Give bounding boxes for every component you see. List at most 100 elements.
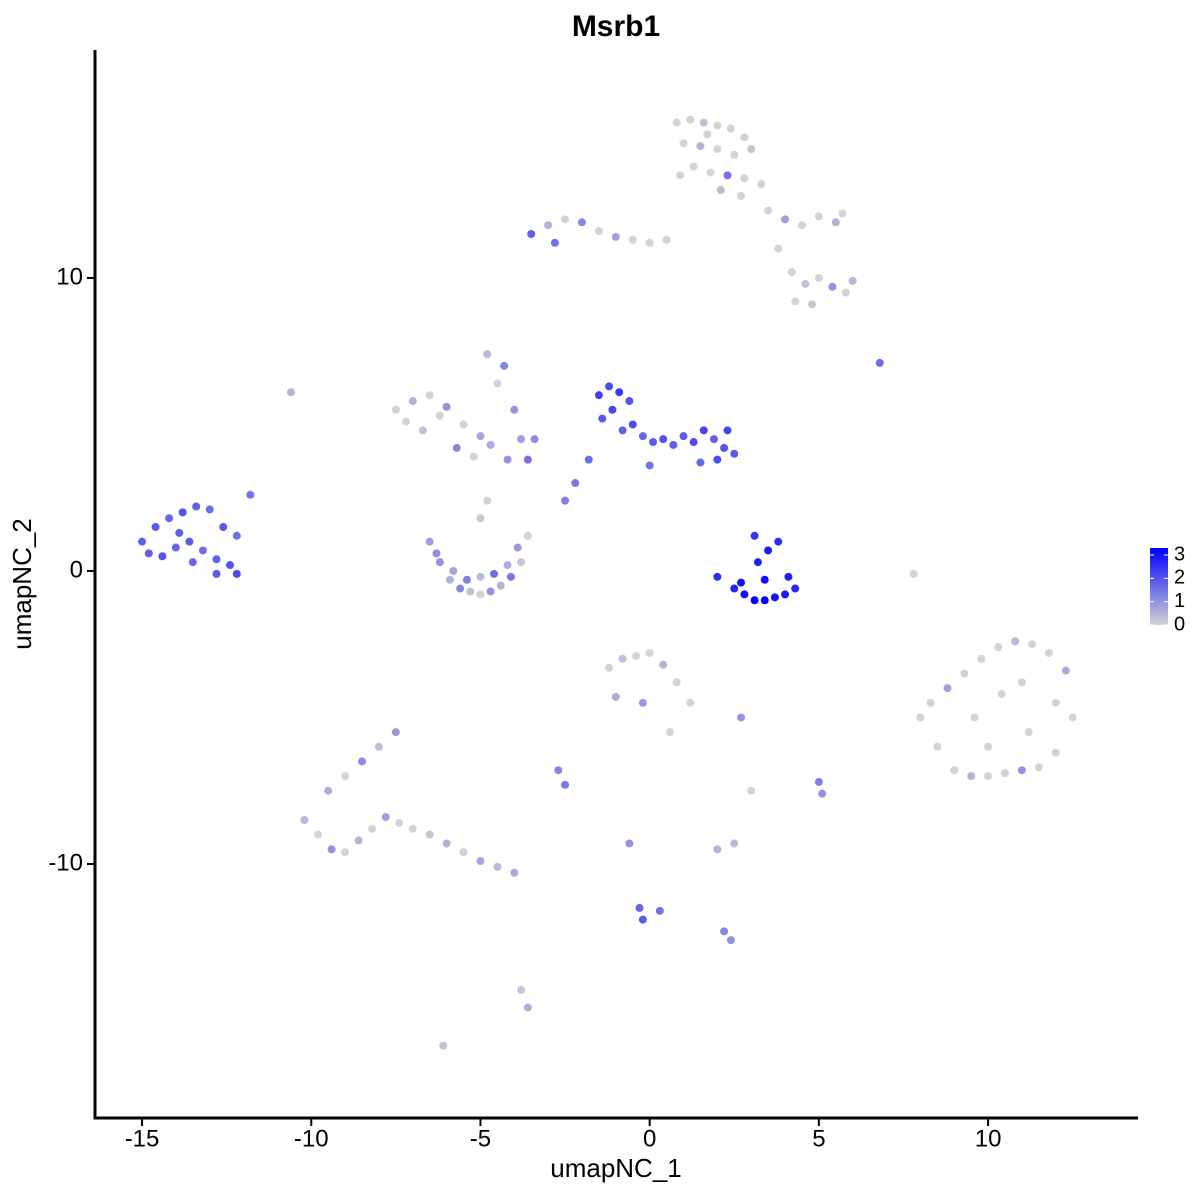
- cell-point: [449, 566, 458, 575]
- cell-point: [523, 455, 532, 464]
- cell-point: [198, 546, 207, 555]
- cell-point: [165, 514, 174, 523]
- cell-point: [523, 531, 532, 540]
- cell-point: [970, 713, 979, 722]
- cell-point: [638, 432, 647, 441]
- cell-point: [791, 297, 800, 306]
- cell-point: [611, 232, 620, 241]
- cell-point: [720, 927, 729, 936]
- cell-point: [486, 587, 495, 596]
- x-tick-label: -10: [294, 1125, 329, 1152]
- cell-point: [584, 455, 593, 464]
- cell-point: [709, 435, 718, 444]
- cell-point: [689, 438, 698, 447]
- cell-point: [750, 531, 759, 540]
- cell-point: [997, 690, 1006, 699]
- cell-point: [459, 420, 468, 429]
- cell-point: [686, 698, 695, 707]
- cell-point: [476, 514, 485, 523]
- cell-point: [659, 435, 668, 444]
- cell-point: [561, 780, 570, 789]
- cell-point: [611, 692, 620, 701]
- cell-point: [841, 288, 850, 297]
- cell-point: [561, 496, 570, 505]
- cell-point: [672, 678, 681, 687]
- colorbar-tick-label: 0: [1174, 613, 1185, 635]
- cell-point: [1017, 766, 1026, 775]
- cell-point: [503, 561, 512, 570]
- cell-point: [679, 139, 688, 148]
- cell-point: [598, 414, 607, 423]
- cell-point: [632, 651, 641, 660]
- cell-point: [1061, 666, 1070, 675]
- cell-point: [818, 789, 827, 798]
- cell-point: [984, 772, 993, 781]
- x-tick-label: 10: [975, 1125, 1002, 1152]
- cell-point: [1051, 698, 1060, 707]
- cell-point: [713, 121, 722, 130]
- cell-point: [967, 772, 976, 781]
- cell-point: [933, 742, 942, 751]
- cell-point: [469, 452, 478, 461]
- cell-point: [483, 350, 492, 359]
- cell-point: [517, 558, 526, 567]
- cell-point: [608, 405, 617, 414]
- cell-point: [300, 816, 309, 825]
- cell-point: [1034, 763, 1043, 772]
- cell-point: [635, 903, 644, 912]
- cell-point: [787, 268, 796, 277]
- cell-point: [689, 162, 698, 171]
- cell-point: [456, 584, 465, 593]
- colorbar-tick-label: 1: [1174, 590, 1185, 612]
- cell-point: [1051, 748, 1060, 757]
- cell-point: [594, 391, 603, 400]
- cell-point: [638, 698, 647, 707]
- colorbar: [1150, 548, 1168, 625]
- cell-point: [797, 221, 806, 230]
- cell-point: [442, 839, 451, 848]
- cell-point: [747, 145, 756, 154]
- cell-point: [402, 417, 411, 426]
- cell-point: [926, 698, 935, 707]
- cell-point: [669, 440, 678, 449]
- cell-point: [662, 235, 671, 244]
- cell-point: [445, 575, 454, 584]
- cell-point: [605, 663, 614, 672]
- cell-point: [391, 728, 400, 737]
- cell-point: [232, 569, 241, 578]
- cell-point: [730, 150, 739, 159]
- cell-point: [425, 537, 434, 546]
- cell-point: [561, 215, 570, 224]
- cell-point: [374, 742, 383, 751]
- cell-point: [672, 118, 681, 127]
- cell-point: [513, 543, 522, 552]
- cell-point: [476, 857, 485, 866]
- cell-point: [757, 180, 766, 189]
- cell-point: [716, 186, 725, 195]
- cell-point: [1044, 649, 1053, 658]
- cell-point: [764, 206, 773, 215]
- cell-point: [764, 546, 773, 555]
- cell-point: [324, 786, 333, 795]
- cell-point: [713, 845, 722, 854]
- cell-point: [425, 391, 434, 400]
- cell-point: [510, 868, 519, 877]
- cell-point: [489, 569, 498, 578]
- cell-point: [628, 420, 637, 429]
- cell-point: [1017, 678, 1026, 687]
- cell-point: [493, 862, 502, 871]
- cell-point: [950, 766, 959, 775]
- cell-point: [530, 435, 539, 444]
- cell-point: [740, 174, 749, 183]
- cell-point: [814, 212, 823, 221]
- cell-point: [750, 596, 759, 605]
- cell-point: [625, 397, 634, 406]
- cell-point: [1068, 713, 1077, 722]
- cell-point: [784, 572, 793, 581]
- cell-point: [432, 549, 441, 558]
- cell-point: [395, 818, 404, 827]
- cell-point: [466, 587, 475, 596]
- cell-point: [760, 575, 769, 584]
- cell-point: [185, 537, 194, 546]
- cell-point: [381, 813, 390, 822]
